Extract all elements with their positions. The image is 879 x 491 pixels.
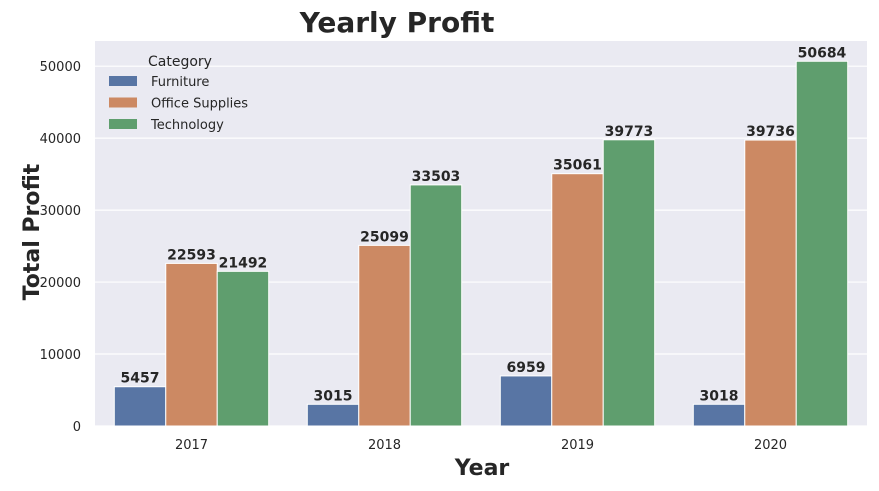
bar-value-label: 3018 bbox=[700, 388, 739, 404]
x-tick-label: 2019 bbox=[561, 438, 594, 453]
bar-furniture-2019 bbox=[499, 375, 553, 427]
y-tick-label: 20000 bbox=[40, 276, 81, 291]
y-tick-label: 10000 bbox=[40, 348, 81, 363]
bar-technology-2020 bbox=[795, 60, 849, 427]
legend-title: Category bbox=[148, 54, 212, 70]
bar-value-label: 6959 bbox=[507, 360, 546, 376]
legend-label: Office Supplies bbox=[151, 97, 248, 112]
bar-furniture-2017 bbox=[113, 386, 167, 427]
legend-label: Technology bbox=[150, 118, 224, 133]
bar-office-supplies-2020 bbox=[744, 139, 797, 427]
bar-value-label: 33503 bbox=[412, 169, 461, 185]
legend-swatch bbox=[109, 76, 137, 86]
bar-value-label: 22593 bbox=[167, 247, 216, 263]
y-tick-label: 0 bbox=[73, 420, 81, 435]
bar-office-supplies-2019 bbox=[551, 173, 604, 427]
bar-value-label: 39773 bbox=[605, 124, 654, 140]
bar-technology-2019 bbox=[602, 139, 656, 427]
bar-value-label: 35061 bbox=[553, 158, 602, 174]
x-axis-label: Year bbox=[454, 456, 510, 481]
legend-swatch bbox=[109, 119, 137, 129]
bar-value-label: 39736 bbox=[746, 124, 795, 140]
x-tick-label: 2017 bbox=[175, 438, 208, 453]
bar-value-label: 3015 bbox=[314, 388, 353, 404]
x-tick-label: 2018 bbox=[368, 438, 401, 453]
bar-technology-2017 bbox=[216, 270, 270, 427]
y-tick-label: 50000 bbox=[40, 60, 81, 75]
bar-value-label: 50684 bbox=[798, 45, 847, 61]
bar-furniture-2018 bbox=[306, 403, 360, 427]
x-tick-labels: 2017 2018 2019 2020 bbox=[175, 438, 787, 453]
legend-label: Furniture bbox=[151, 75, 209, 90]
bar-technology-2018 bbox=[409, 184, 463, 427]
y-tick-label: 30000 bbox=[40, 204, 81, 219]
y-tick-labels: 0 10000 20000 30000 40000 50000 bbox=[40, 60, 81, 435]
legend: Category Furniture Office Supplies Technol… bbox=[109, 54, 248, 133]
x-tick-label: 2020 bbox=[754, 438, 787, 453]
chart-title: Yearly Profit bbox=[299, 6, 495, 39]
y-axis-label: Total Profit bbox=[20, 163, 45, 300]
y-tick-label: 40000 bbox=[40, 132, 81, 147]
bar-value-label: 21492 bbox=[219, 255, 268, 271]
bars-group bbox=[113, 60, 849, 427]
bar-office-supplies-2017 bbox=[165, 262, 218, 427]
bar-office-supplies-2018 bbox=[358, 244, 411, 427]
bar-value-label: 25099 bbox=[360, 229, 409, 245]
bar-value-label: 5457 bbox=[121, 371, 160, 387]
bar-furniture-2020 bbox=[692, 403, 746, 427]
bar-labels-group: 5457 22593 21492 3015 25099 33503 6959 35061 397… bbox=[121, 45, 847, 404]
legend-swatch bbox=[109, 97, 137, 108]
